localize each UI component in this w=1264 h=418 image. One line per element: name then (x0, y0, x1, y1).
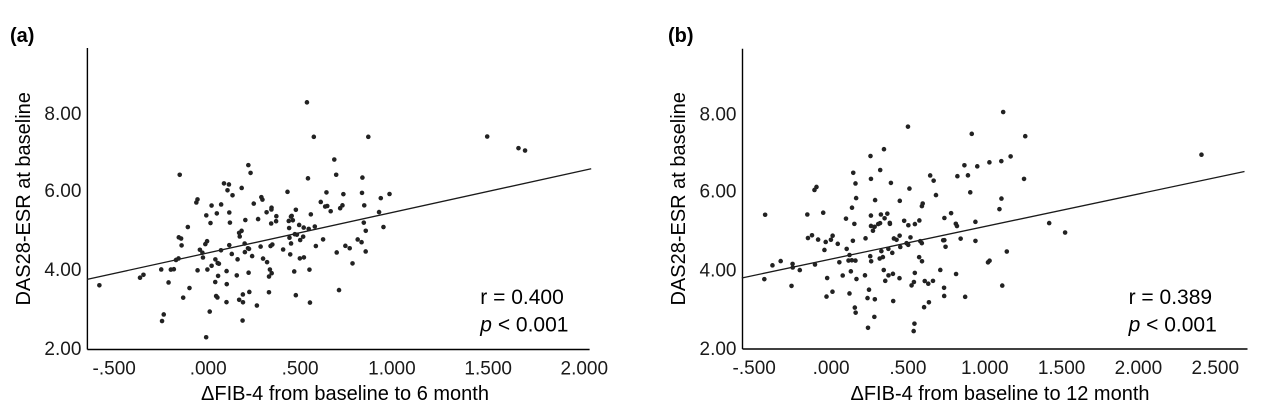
svg-text:6.00: 6.00 (700, 182, 737, 203)
svg-text:2.000: 2.000 (561, 359, 609, 380)
svg-text:-.500: -.500 (733, 358, 776, 379)
svg-text:8.00: 8.00 (700, 105, 737, 126)
svg-text:(b): (b) (668, 25, 694, 47)
svg-text:1.500: 1.500 (464, 359, 512, 380)
svg-text:(a): (a) (10, 25, 34, 47)
svg-text:.500: .500 (282, 359, 319, 380)
svg-text:6.00: 6.00 (44, 181, 81, 202)
svg-text:ΔFIB-4 from baseline to 12 mon: ΔFIB-4 from baseline to 12 month (850, 383, 1149, 405)
svg-text:8.00: 8.00 (44, 104, 81, 125)
svg-text:1.500: 1.500 (1038, 358, 1086, 379)
svg-text:1.000: 1.000 (368, 359, 416, 380)
svg-text:-.500: -.500 (93, 359, 136, 380)
svg-text:1.000: 1.000 (961, 358, 1009, 379)
svg-text:p < 0.001: p < 0.001 (479, 314, 568, 337)
svg-text:4.00: 4.00 (44, 260, 81, 281)
svg-text:.500: .500 (889, 358, 926, 379)
svg-text:2.00: 2.00 (700, 339, 737, 360)
svg-text:DAS28-ESR at baseline: DAS28-ESR at baseline (668, 92, 690, 305)
svg-text:DAS28-ESR at baseline: DAS28-ESR at baseline (13, 92, 35, 305)
svg-text:p < 0.001: p < 0.001 (1128, 314, 1217, 337)
svg-text:.000: .000 (190, 359, 227, 380)
svg-text:r = 0.389: r = 0.389 (1129, 286, 1212, 309)
svg-text:.000: .000 (813, 358, 850, 379)
svg-text:4.00: 4.00 (700, 261, 737, 282)
svg-text:2.000: 2.000 (1115, 358, 1163, 379)
svg-text:r = 0.400: r = 0.400 (480, 286, 563, 309)
svg-text:2.500: 2.500 (1192, 358, 1240, 379)
svg-text:2.00: 2.00 (44, 339, 81, 360)
svg-text:ΔFIB-4 from baseline to 6 mont: ΔFIB-4 from baseline to 6 month (201, 383, 489, 405)
